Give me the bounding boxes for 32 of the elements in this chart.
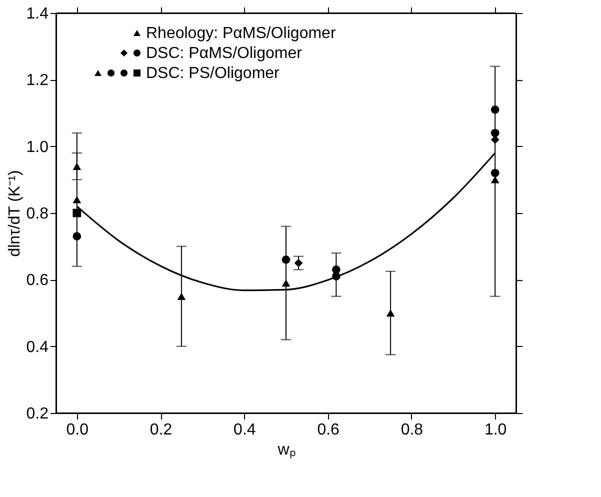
x-tick-label: 0.6 <box>317 422 340 438</box>
point <box>490 128 500 138</box>
point <box>282 279 290 287</box>
y-tick-label: 0.2 <box>26 406 49 422</box>
point <box>386 309 395 317</box>
point <box>490 176 500 184</box>
y-axis-title: dlnτ/dT (K⁻¹) <box>6 170 24 257</box>
legend-label: Rheology: PαMS/Oligomer <box>146 25 336 42</box>
x-axis-title: wₚ <box>276 442 296 458</box>
point <box>282 255 290 264</box>
x-tick-label: 0.8 <box>400 422 424 438</box>
point <box>72 162 82 170</box>
point <box>72 232 82 241</box>
x-tick-label: 0.2 <box>150 422 172 438</box>
point <box>490 105 500 114</box>
x-tick-label: 1.0 <box>484 422 507 438</box>
y-tick-label: 0.6 <box>26 272 49 290</box>
point <box>72 196 82 204</box>
x-tick-label: 0.0 <box>66 422 89 438</box>
y-tick-label: 1.4 <box>26 6 49 22</box>
point <box>294 258 303 268</box>
point <box>490 168 500 178</box>
x-tick-label: 0.4 <box>234 422 256 438</box>
point <box>332 265 340 274</box>
y-tick-label: 0.8 <box>26 206 49 222</box>
y-tick-label: 1.2 <box>26 72 49 90</box>
y-tick-label: 0.4 <box>26 338 49 356</box>
point <box>72 208 82 218</box>
y-tick-label: 1.0 <box>26 138 49 156</box>
legend-label: DSC: PαMS/Oligomer <box>146 45 303 62</box>
point <box>177 292 186 300</box>
legend-label: DSC: PS/Oligomer <box>146 65 280 82</box>
